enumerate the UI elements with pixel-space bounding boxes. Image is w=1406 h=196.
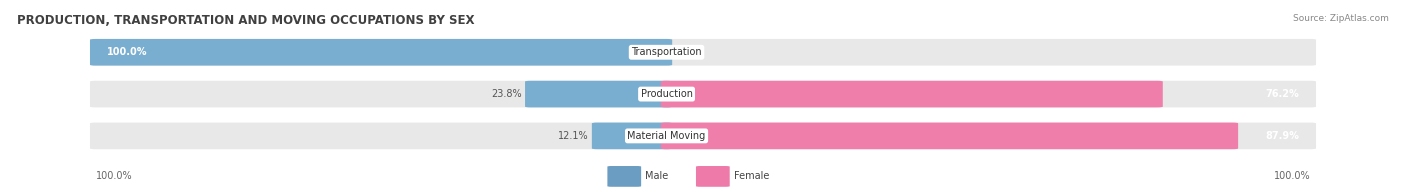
Text: 100.0%: 100.0% [1274, 171, 1310, 181]
FancyBboxPatch shape [661, 81, 1163, 107]
Text: 100.0%: 100.0% [96, 171, 132, 181]
FancyBboxPatch shape [696, 166, 730, 187]
Text: 23.8%: 23.8% [492, 89, 522, 99]
Text: 76.2%: 76.2% [1265, 89, 1299, 99]
Text: Male: Male [645, 171, 669, 181]
Text: 12.1%: 12.1% [558, 131, 589, 141]
Text: PRODUCTION, TRANSPORTATION AND MOVING OCCUPATIONS BY SEX: PRODUCTION, TRANSPORTATION AND MOVING OC… [17, 14, 474, 27]
FancyBboxPatch shape [90, 81, 1316, 107]
Text: Female: Female [734, 171, 769, 181]
Text: Material Moving: Material Moving [627, 131, 706, 141]
Text: Source: ZipAtlas.com: Source: ZipAtlas.com [1294, 14, 1389, 23]
Text: Production: Production [641, 89, 693, 99]
FancyBboxPatch shape [607, 166, 641, 187]
Text: 100.0%: 100.0% [107, 47, 148, 57]
FancyBboxPatch shape [90, 39, 1316, 66]
FancyBboxPatch shape [90, 122, 1316, 149]
FancyBboxPatch shape [90, 39, 672, 66]
FancyBboxPatch shape [592, 122, 672, 149]
Text: Transportation: Transportation [631, 47, 702, 57]
FancyBboxPatch shape [661, 122, 1239, 149]
Text: 87.9%: 87.9% [1265, 131, 1299, 141]
FancyBboxPatch shape [524, 81, 672, 107]
